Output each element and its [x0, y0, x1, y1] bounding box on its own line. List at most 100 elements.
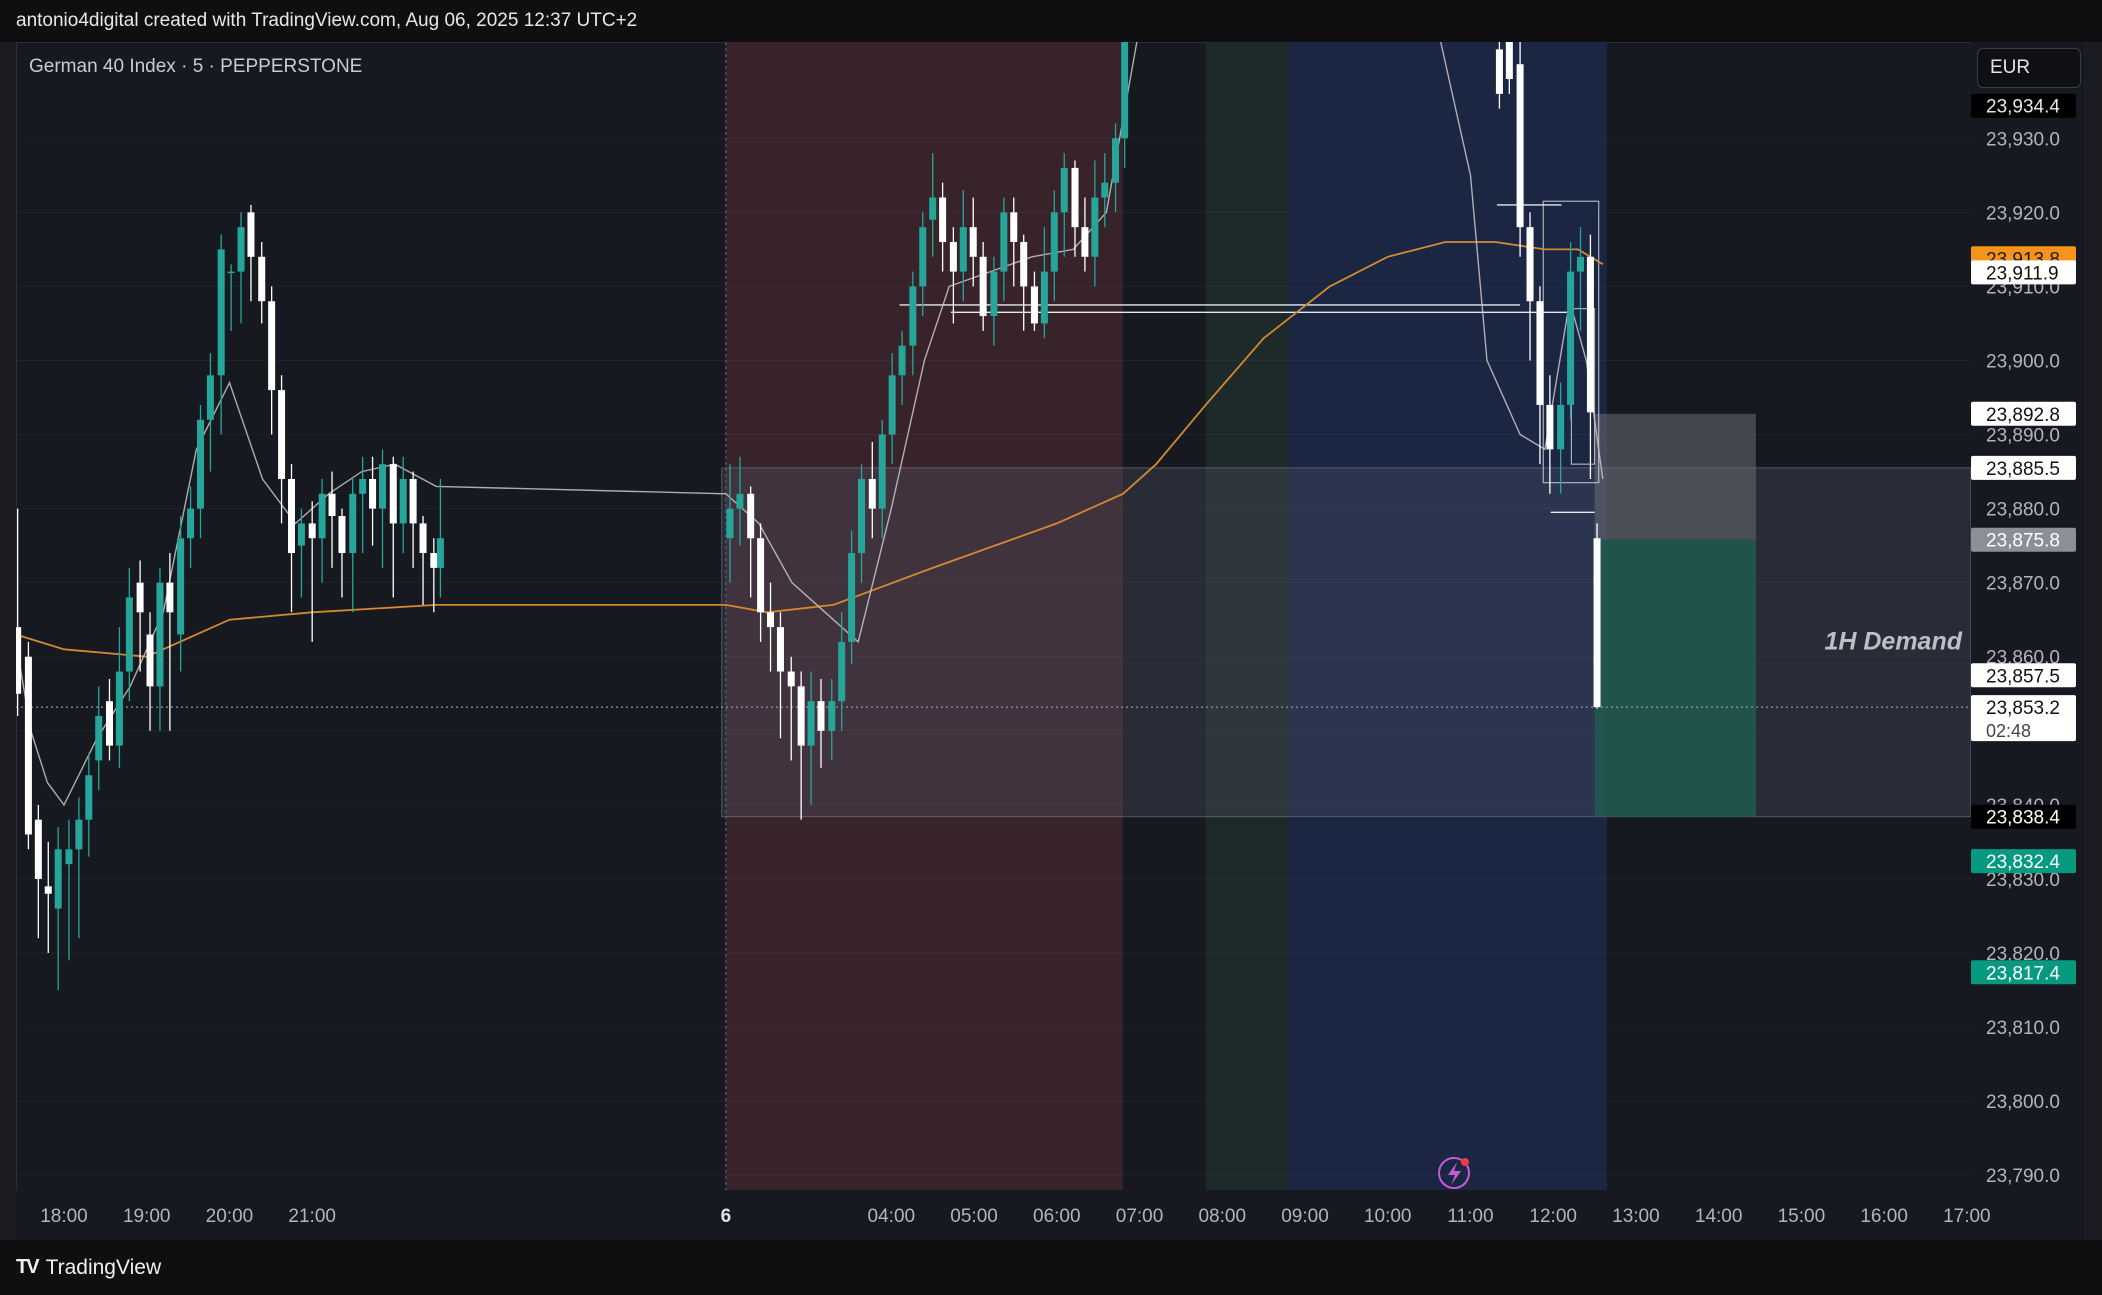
price-label-box	[1971, 663, 2076, 688]
candle-body	[65, 849, 73, 865]
candle	[85, 753, 93, 857]
candle	[757, 523, 765, 642]
top-caption-bar: antonio4digital created with TradingView…	[0, 0, 2102, 42]
candle-body	[949, 241, 957, 272]
candle	[767, 582, 775, 672]
price-label-box	[1971, 260, 2076, 285]
candle	[389, 456, 397, 598]
candle	[349, 478, 357, 613]
candle-body	[838, 641, 846, 702]
candle	[16, 508, 22, 716]
candle	[1567, 241, 1575, 420]
candle	[1526, 212, 1534, 361]
price-label-text: 23,934.4	[1986, 97, 2060, 118]
price-label: 23,853.202:48	[1971, 695, 2076, 742]
candle	[379, 449, 387, 568]
candle-body	[757, 538, 765, 613]
notification-dot	[1461, 1158, 1469, 1166]
candle	[166, 553, 174, 731]
x-tick-label: 11:00	[1447, 1206, 1493, 1227]
x-tick-label: 12:00	[1529, 1206, 1577, 1227]
candle-body	[848, 553, 856, 642]
candle-body	[409, 478, 417, 524]
price-label-box	[1971, 804, 2076, 829]
candle	[1081, 197, 1089, 272]
candle-body	[268, 301, 276, 391]
candle-body	[278, 390, 286, 479]
candle	[1546, 375, 1554, 494]
candle-body	[878, 434, 886, 509]
candle-body	[1121, 42, 1129, 139]
candle-body	[959, 227, 967, 272]
candle-body	[308, 523, 316, 539]
price-label-box	[1971, 527, 2076, 552]
candle-body	[338, 516, 346, 554]
candle	[1071, 160, 1079, 257]
candle-body	[318, 493, 326, 539]
price-label: 23,838.4	[1971, 804, 2076, 829]
candle-body	[177, 538, 185, 635]
candle-body	[125, 597, 133, 672]
candle	[54, 827, 62, 991]
candle	[1505, 42, 1513, 94]
x-tick-label: 07:00	[1116, 1206, 1164, 1227]
y-tick-label: 23,800.0	[1986, 1092, 2060, 1113]
candle-body	[1081, 227, 1089, 257]
price-label-text: 23,853.2	[1986, 698, 2060, 719]
tradingview-brand: TradingView	[45, 1255, 162, 1279]
candle	[1121, 42, 1129, 168]
currency-label: EUR	[1990, 57, 2031, 78]
candle	[1593, 523, 1601, 709]
candle-body	[1586, 256, 1594, 413]
candle-body	[1000, 212, 1008, 272]
candle	[308, 501, 316, 642]
price-label: 23,832.4	[1971, 849, 2076, 874]
tradingview-logo[interactable]: TV TradingView	[16, 1256, 161, 1280]
candle	[1495, 42, 1503, 109]
candle-body	[767, 612, 775, 628]
candle-body	[44, 886, 52, 894]
candle	[75, 797, 83, 939]
price-label-text: 23,832.4	[1986, 852, 2060, 873]
price-label-text: 23,911.9	[1986, 263, 2059, 284]
candle	[817, 678, 825, 768]
price-label-text: 23,875.8	[1986, 531, 2060, 552]
candle-body	[115, 671, 123, 746]
candle-body	[1030, 286, 1038, 324]
y-tick-label: 23,930.0	[1986, 129, 2060, 150]
candle	[838, 612, 846, 731]
x-tick-label: 04:00	[868, 1206, 916, 1227]
candle	[1060, 153, 1068, 257]
price-label-text: 23,892.8	[1986, 405, 2060, 426]
x-tick-label: 08:00	[1198, 1206, 1246, 1227]
candle-body	[1546, 404, 1554, 450]
candle-body	[136, 582, 144, 613]
candle-body	[54, 849, 62, 909]
time-axis	[16, 1190, 2084, 1240]
x-tick-label: 14:00	[1695, 1206, 1743, 1227]
candle	[990, 256, 998, 346]
price-label-text: 23,838.4	[1986, 808, 2060, 829]
price-axis-ticks: 23,790.0 23,800.0 23,810.0 23,820.0 23,830.0…	[1986, 129, 2060, 1187]
candle	[736, 456, 744, 546]
candle	[1112, 123, 1120, 213]
lightning-icon[interactable]	[1438, 1157, 1470, 1189]
candle-body	[389, 464, 397, 524]
candle-body	[75, 819, 83, 850]
candle-body	[436, 538, 444, 568]
candle	[237, 212, 245, 324]
candle	[787, 656, 795, 761]
candle	[949, 227, 957, 324]
candle	[919, 212, 927, 317]
candle-body	[1071, 167, 1079, 228]
candle	[1030, 271, 1038, 331]
price-label-text: 23,885.5	[1986, 459, 2060, 480]
lightning-icon-bolt	[1448, 1162, 1461, 1185]
candle-body	[1567, 271, 1575, 405]
price-label: 23,857.5	[1971, 663, 2076, 688]
y-tick-label: 23,870.0	[1986, 574, 2060, 595]
candle-body	[1040, 271, 1048, 324]
price-chart[interactable]: 23,790.0 23,800.0 23,810.0 23,820.0 23,830.0…	[16, 42, 2084, 1240]
candle	[95, 686, 103, 791]
currency-button[interactable]: EUR	[1977, 48, 2081, 88]
